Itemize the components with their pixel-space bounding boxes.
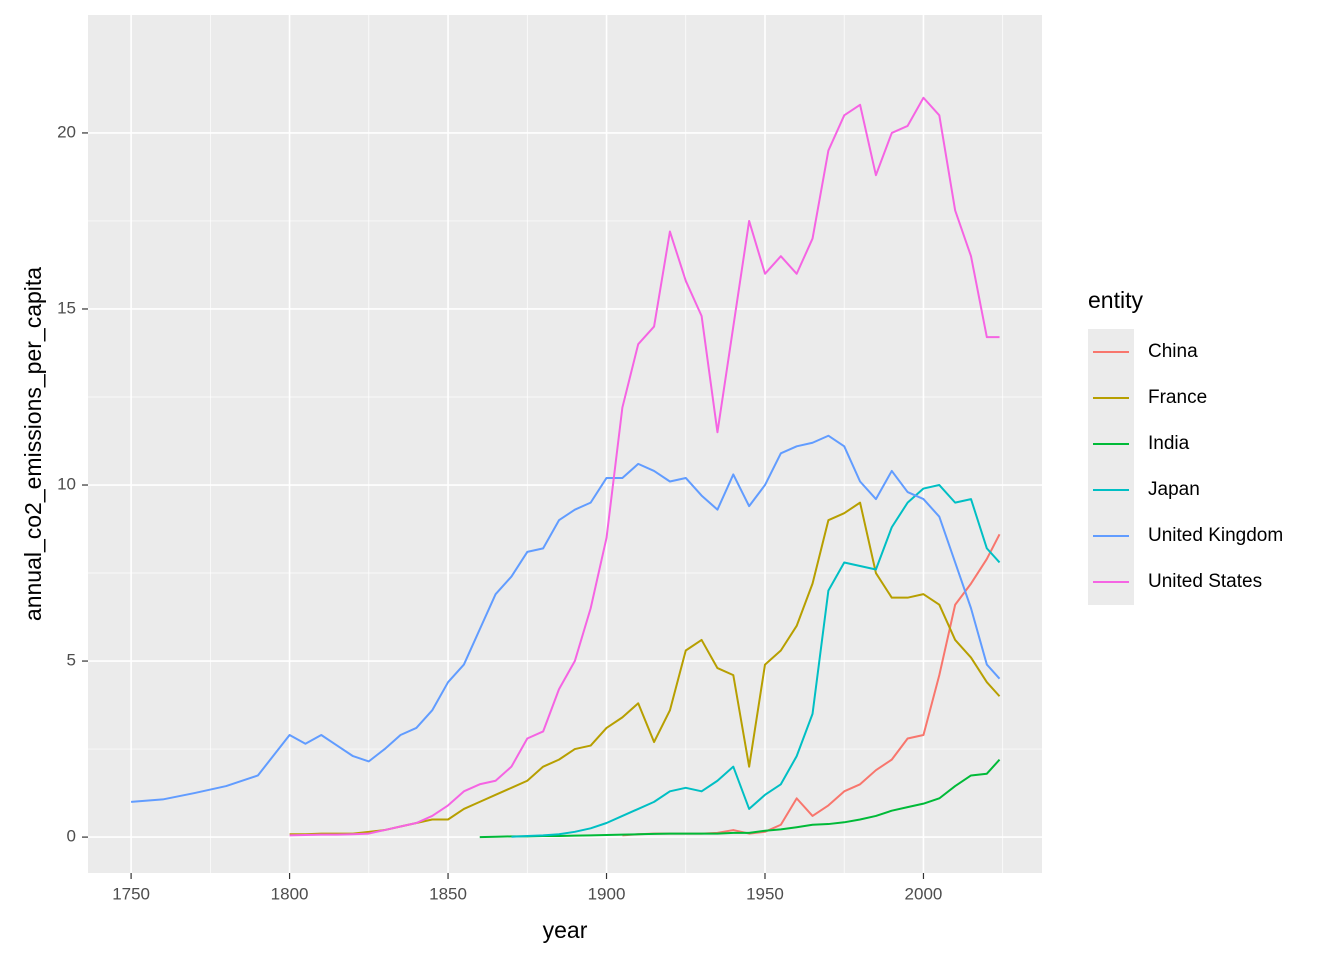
legend-label: Japan <box>1148 479 1200 500</box>
series-line <box>479 758 1001 839</box>
legend-label: France <box>1148 387 1207 408</box>
x-axis-title: year <box>543 917 588 943</box>
y-axis-title: annual_co2_emissions_per_capita <box>20 267 46 621</box>
y-tick-label: 15 <box>57 298 76 317</box>
series-line <box>511 484 1001 838</box>
legend-key-background <box>1088 329 1134 605</box>
x-tick-label: 2000 <box>905 884 943 903</box>
legend-label: United States <box>1148 571 1262 592</box>
x-tick-label: 1900 <box>588 884 626 903</box>
y-tick-label: 20 <box>57 122 76 141</box>
y-tick-label: 0 <box>67 827 76 846</box>
axes: 1750 1800 1850 1900 1950 2000 0 5 10 15 20 <box>57 122 942 903</box>
panel <box>88 15 1042 873</box>
y-tick-label: 5 <box>67 651 76 670</box>
legend-label: China <box>1148 341 1198 362</box>
x-tick-label: 1950 <box>746 884 784 903</box>
lines <box>131 96 1001 839</box>
series-line <box>131 434 1001 803</box>
legend-label: India <box>1148 433 1190 454</box>
series-line <box>289 96 1000 837</box>
x-tick-label: 1750 <box>112 884 150 903</box>
x-tick-label: 1850 <box>429 884 467 903</box>
y-tick-label: 10 <box>57 475 76 494</box>
legend-label: United Kingdom <box>1148 525 1283 546</box>
legend: entity China France India Japan United Kingd… <box>1088 287 1283 605</box>
x-tick-label: 1800 <box>271 884 309 903</box>
grid <box>88 15 1042 873</box>
legend-title: entity <box>1088 287 1143 313</box>
